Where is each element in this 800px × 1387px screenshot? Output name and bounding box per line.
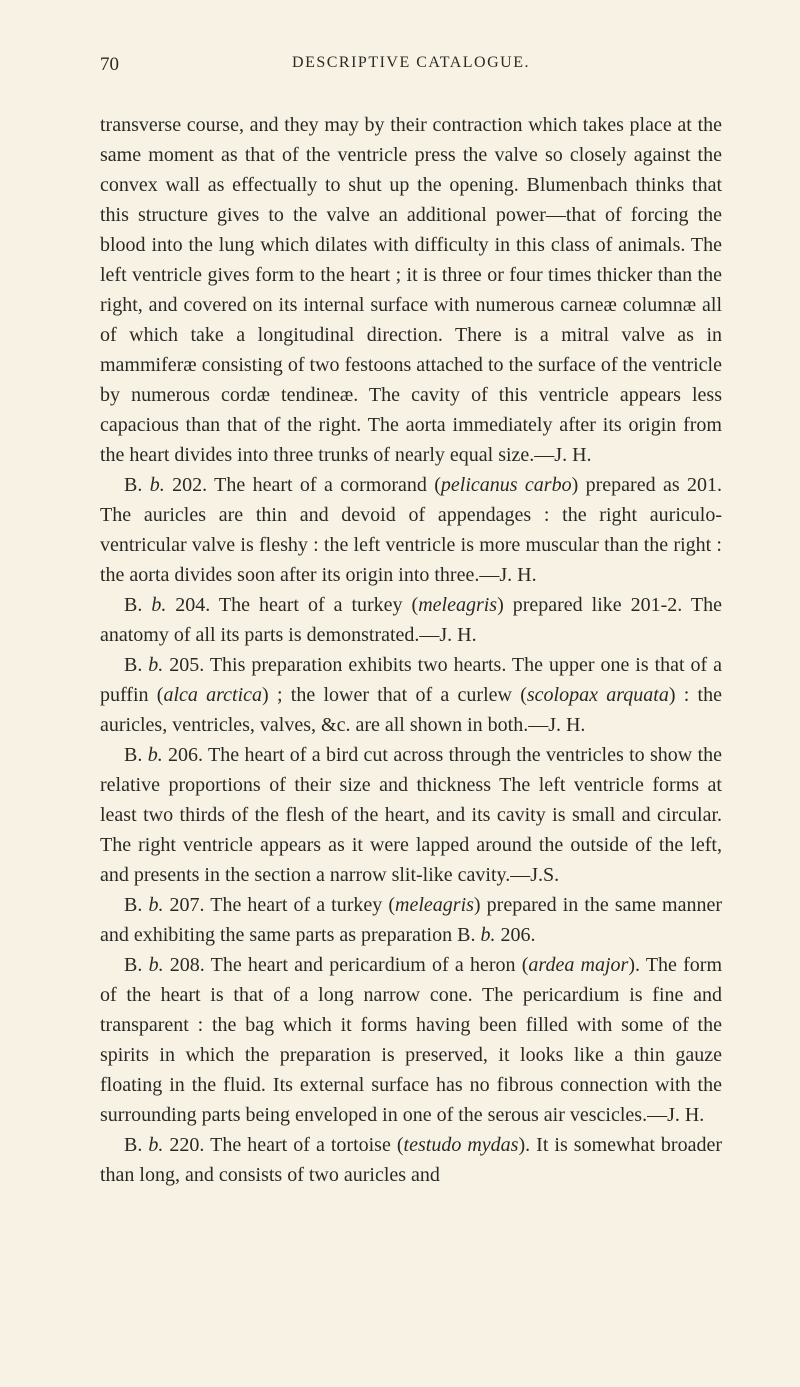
paragraph: B. b. 202. The heart of a cormorand (pel…: [100, 470, 722, 590]
paragraph: B. b. 220. The heart of a tortoise (test…: [100, 1130, 722, 1190]
paragraph: B. b. 207. The heart of a turkey (meleag…: [100, 890, 722, 950]
paragraph: B. b. 206. The heart of a bird cut acros…: [100, 740, 722, 890]
paragraph: B. b. 204. The heart of a turkey (meleag…: [100, 590, 722, 650]
page-number: 70: [100, 54, 119, 76]
paragraph: transverse course, and they may by their…: [100, 110, 722, 470]
body-text-container: transverse course, and they may by their…: [100, 110, 722, 1190]
paragraph: B. b. 208. The heart and pericardium of …: [100, 950, 722, 1130]
page-header: DESCRIPTIVE CATALOGUE.: [100, 50, 722, 72]
paragraph: B. b. 205. This preparation exhibits two…: [100, 650, 722, 740]
